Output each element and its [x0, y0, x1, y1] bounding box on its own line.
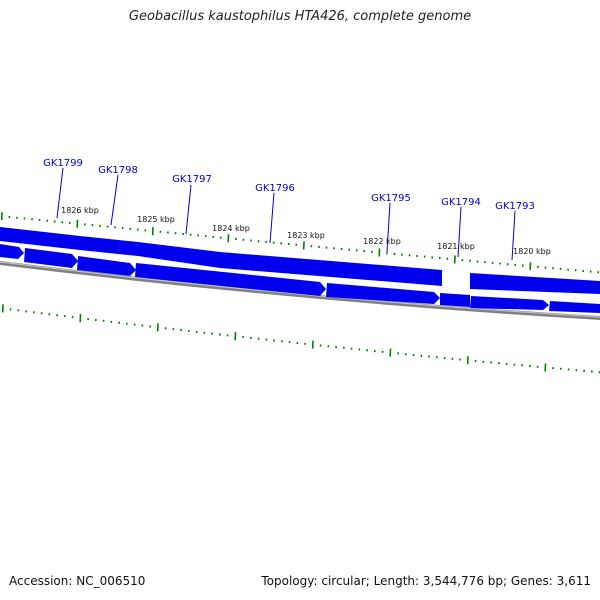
gene-arrow	[440, 293, 470, 307]
gene-arrow	[138, 242, 442, 286]
genome-backbone-highlight	[0, 261, 600, 318]
outer-tick-marks	[0, 212, 600, 274]
inner-tick-marks	[1, 304, 600, 374]
gene-arrow	[0, 244, 24, 259]
gene-label-gk1799: GK1799	[43, 158, 83, 169]
leader-line	[386, 202, 391, 253]
leader-line	[110, 174, 119, 226]
gene-label-gk1795: GK1795	[371, 193, 411, 204]
scale-labels: 1826 kbp 1825 kbp 1824 kbp 1823 kbp 1822…	[61, 206, 551, 256]
gene-arrow	[470, 273, 600, 294]
forward-strand-genes	[0, 244, 600, 313]
scale-label: 1820 kbp	[513, 247, 551, 256]
gene-labels: GK1799 GK1798 GK1797 GK1796 GK1795 GK179…	[43, 158, 535, 212]
leader-line	[511, 210, 516, 261]
reverse-strand-genes	[0, 227, 600, 294]
scale-label: 1821 kbp	[437, 242, 475, 251]
gene-arrow	[470, 296, 549, 310]
accession-text: Accession: NC_006510	[9, 574, 146, 588]
scale-label: 1822 kbp	[363, 237, 401, 246]
leader-line	[185, 184, 192, 235]
gene-label-gk1793: GK1793	[495, 201, 535, 212]
scale-label: 1826 kbp	[61, 206, 99, 215]
gene-arrow	[80, 236, 138, 256]
scale-label: 1824 kbp	[212, 224, 250, 233]
gene-label-gk1797: GK1797	[172, 174, 212, 185]
scale-label: 1825 kbp	[137, 215, 175, 224]
gene-label-gk1798: GK1798	[98, 165, 138, 176]
genome-backbone	[0, 261, 600, 320]
gene-leader-lines	[56, 167, 516, 261]
gene-arrow	[77, 256, 136, 276]
gene-label-gk1794: GK1794	[441, 197, 481, 208]
topology-summary-text: Topology: circular; Length: 3,544,776 bp…	[261, 574, 591, 588]
gene-arrow	[24, 248, 78, 268]
genome-title: Geobacillus kaustophilus HTA426, complet…	[128, 9, 472, 24]
gene-arrow	[326, 283, 440, 304]
gene-arrow	[135, 263, 326, 296]
leader-line	[56, 167, 64, 219]
scale-label: 1823 kbp	[287, 231, 325, 240]
gene-arrow	[0, 227, 80, 250]
leader-line	[457, 206, 462, 258]
gene-label-gk1796: GK1796	[255, 183, 295, 194]
leader-line	[269, 192, 275, 244]
gene-arrow	[549, 301, 600, 313]
